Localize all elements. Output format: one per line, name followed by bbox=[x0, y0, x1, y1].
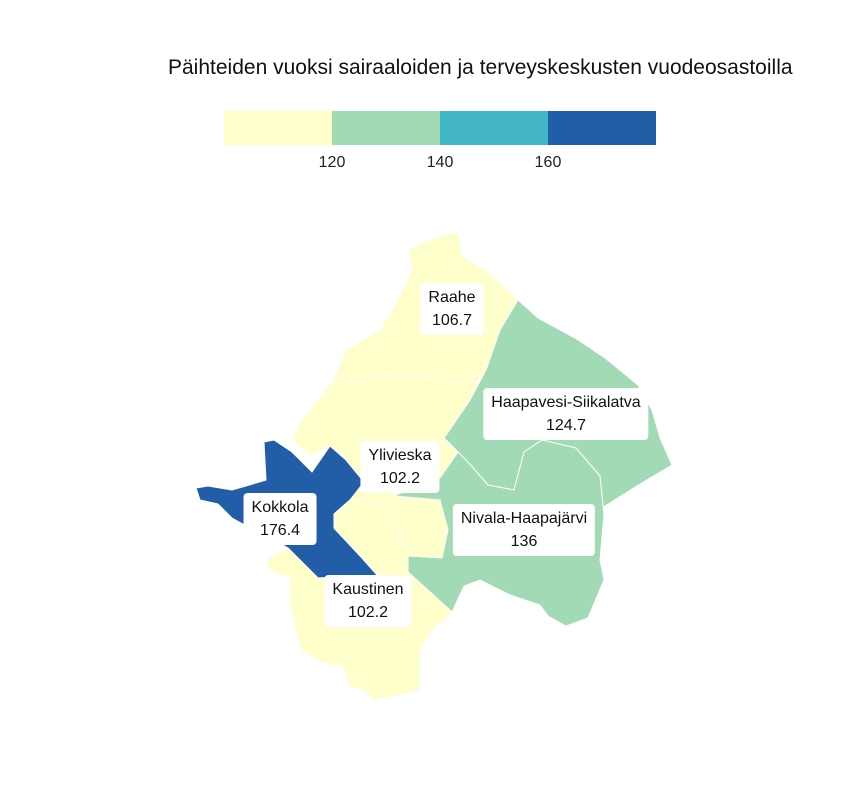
label-kaustinen-name: Kaustinen bbox=[332, 581, 404, 598]
map-title: Päihteiden vuoksi sairaaloiden ja tervey… bbox=[168, 56, 793, 79]
legend-bin-4 bbox=[548, 111, 656, 145]
label-raahe-name: Raahe bbox=[428, 289, 476, 306]
legend-bin-2 bbox=[332, 111, 440, 145]
label-ylivieska-name: Ylivieska bbox=[368, 447, 432, 464]
label-raahe-value: 106.7 bbox=[431, 312, 473, 329]
label-kaustinen-value: 102.2 bbox=[347, 604, 389, 621]
label-haapavesi-siikalatva: Haapavesi-Siikalatva 124.7 bbox=[483, 388, 649, 440]
label-haapavesi-siikalatva-value: 124.7 bbox=[545, 417, 587, 434]
legend-tick-120: 120 bbox=[318, 154, 346, 171]
legend-bin-1 bbox=[224, 111, 332, 145]
legend-bin-3 bbox=[440, 111, 548, 145]
label-raahe: Raahe 106.7 bbox=[420, 283, 484, 335]
legend-tick-140: 140 bbox=[426, 154, 454, 171]
legend-tick-160: 160 bbox=[534, 154, 562, 171]
label-ylivieska-value: 102.2 bbox=[379, 470, 421, 487]
label-nivala-haapajarvi-value: 136 bbox=[510, 533, 538, 550]
label-kokkola-name: Kokkola bbox=[251, 499, 309, 516]
color-legend bbox=[224, 111, 656, 145]
label-haapavesi-siikalatva-name: Haapavesi-Siikalatva bbox=[491, 394, 641, 411]
label-kokkola: Kokkola 176.4 bbox=[243, 493, 317, 545]
label-kokkola-value: 176.4 bbox=[259, 522, 301, 539]
label-ylivieska: Ylivieska 102.2 bbox=[360, 441, 440, 493]
label-kaustinen: Kaustinen 102.2 bbox=[324, 575, 412, 627]
label-nivala-haapajarvi: Nivala-Haapajärvi 136 bbox=[452, 504, 596, 556]
label-nivala-haapajarvi-name: Nivala-Haapajärvi bbox=[460, 510, 588, 527]
